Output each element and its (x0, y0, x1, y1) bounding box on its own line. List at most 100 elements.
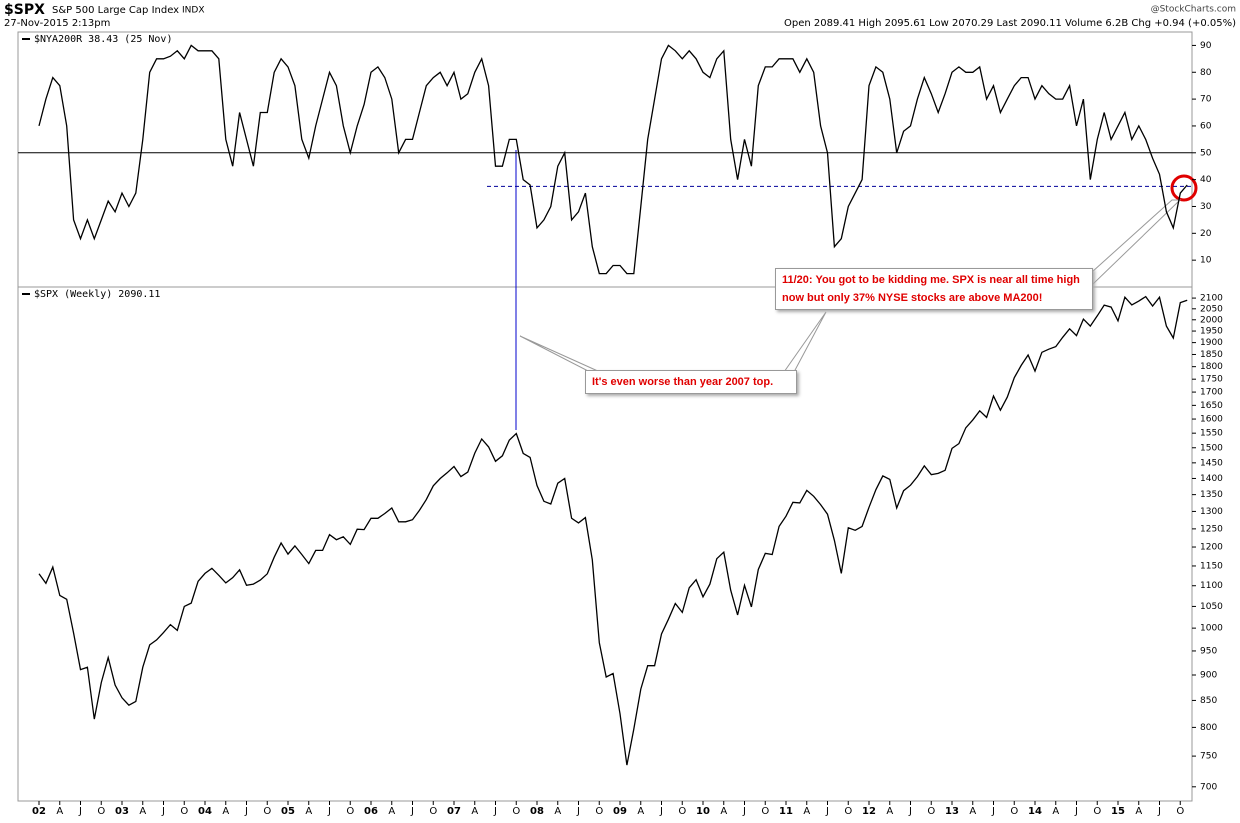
y-tick-label: 1600 (1200, 415, 1223, 425)
x-tick-label: A (720, 806, 727, 817)
x-tick-label: A (471, 806, 478, 817)
x-tick-label: O (761, 806, 769, 817)
y-tick-label: 1900 (1200, 338, 1223, 348)
x-tick-label: A (803, 806, 810, 817)
x-tick-label: A (1135, 806, 1142, 817)
y-tick-label: 2050 (1200, 304, 1223, 314)
x-tick-label: A (56, 806, 63, 817)
x-tick-label: 09 (613, 806, 627, 817)
x-tick-label: O (844, 806, 852, 817)
exchange: INDX (182, 6, 204, 16)
x-tick-label: A (1052, 806, 1059, 817)
x-tick-label: O (512, 806, 520, 817)
x-tick-label: O (180, 806, 188, 817)
x-tick-label: 15 (1111, 806, 1125, 817)
x-tick-label: 10 (696, 806, 710, 817)
x-tick-label: J (493, 806, 497, 817)
x-tick-label: O (263, 806, 271, 817)
x-tick-label: A (637, 806, 644, 817)
y-tick-label: 1050 (1200, 602, 1223, 612)
x-tick-label: J (410, 806, 414, 817)
y-tick-label: 1400 (1200, 474, 1223, 484)
source: @StockCharts.com (1151, 5, 1236, 15)
x-tick-label: 03 (115, 806, 129, 817)
x-tick-label: 14 (1028, 806, 1042, 817)
x-tick-label: J (1074, 806, 1078, 817)
callout-pointer (783, 311, 827, 373)
x-tick-label: A (886, 806, 893, 817)
y-tick-label: 1450 (1200, 458, 1223, 468)
y-tick-label: 800 (1200, 723, 1217, 733)
y-tick-label: 2000 (1200, 315, 1223, 325)
y-tick-label: 1850 (1200, 350, 1223, 360)
x-tick-label: J (908, 806, 912, 817)
x-tick-label: J (244, 806, 248, 817)
annotation: 11/20: You got to be kidding me. SPX is … (775, 268, 1093, 310)
x-tick-label: J (327, 806, 331, 817)
y-tick-label: 700 (1200, 782, 1217, 792)
x-tick-label: O (1093, 806, 1101, 817)
y-tick-label: 1700 (1200, 388, 1223, 398)
x-tick-label: A (305, 806, 312, 817)
quote: Open 2089.41 High 2095.61 Low 2070.29 La… (784, 18, 1236, 29)
highlight-circle (1170, 174, 1198, 202)
y-tick-label: 10 (1200, 256, 1212, 266)
x-tick-label: 08 (530, 806, 544, 817)
x-tick-label: 12 (862, 806, 876, 817)
x-tick-label: O (346, 806, 354, 817)
x-tick-label: 13 (945, 806, 959, 817)
y-tick-label: 1800 (1200, 362, 1223, 372)
y-tick-label: 70 (1200, 95, 1212, 105)
y-tick-label: 1550 (1200, 429, 1223, 439)
y-tick-label: 40 (1200, 175, 1212, 185)
x-tick-label: O (1010, 806, 1018, 817)
x-tick-label: A (222, 806, 229, 817)
y-tick-label: 1650 (1200, 401, 1223, 411)
x-tick-label: 05 (281, 806, 295, 817)
x-tick-label: A (554, 806, 561, 817)
y-tick-label: 900 (1200, 671, 1217, 681)
y-tick-label: 850 (1200, 696, 1217, 706)
x-tick-label: O (429, 806, 437, 817)
x-tick-label: A (969, 806, 976, 817)
index-name: S&P 500 Large Cap Index (52, 5, 179, 16)
y-tick-label: 2100 (1200, 294, 1223, 304)
x-tick-label: 11 (779, 806, 793, 817)
y-tick-label: 60 (1200, 121, 1212, 131)
y-tick-label: 950 (1200, 646, 1217, 656)
x-tick-label: J (576, 806, 580, 817)
y-tick-label: 90 (1200, 41, 1212, 51)
x-tick-label: 07 (447, 806, 461, 817)
x-tick-label: 06 (364, 806, 378, 817)
x-tick-label: O (595, 806, 603, 817)
y-tick-label: 750 (1200, 752, 1217, 762)
y-tick-label: 1300 (1200, 507, 1223, 517)
x-tick-label: 04 (198, 806, 212, 817)
x-tick-label: J (825, 806, 829, 817)
x-tick-label: J (161, 806, 165, 817)
x-tick-label: J (742, 806, 746, 817)
legend-label: $NYA200R 38.43 (25 Nov) (34, 34, 172, 45)
y-tick-label: 1000 (1200, 624, 1223, 634)
x-tick-label: J (78, 806, 82, 817)
x-tick-label: J (1157, 806, 1161, 817)
x-tick-label: O (678, 806, 686, 817)
y-tick-label: 20 (1200, 229, 1212, 239)
y-tick-label: 80 (1200, 68, 1212, 78)
x-tick-label: O (1176, 806, 1184, 817)
y-tick-label: 1200 (1200, 543, 1223, 553)
y-tick-label: 50 (1200, 148, 1212, 158)
y-tick-label: 1950 (1200, 327, 1223, 337)
series-line (38, 44, 1188, 275)
symbol: $SPX (4, 2, 45, 18)
y-tick-label: 1500 (1200, 443, 1223, 453)
y-tick-label: 1750 (1200, 375, 1223, 385)
panel-bottom (17, 286, 1193, 802)
x-tick-label: J (659, 806, 663, 817)
annotation: It's even worse than year 2007 top. (585, 370, 797, 394)
x-tick-label: J (991, 806, 995, 817)
x-tick-label: 02 (32, 806, 46, 817)
panel-top (17, 31, 1193, 288)
